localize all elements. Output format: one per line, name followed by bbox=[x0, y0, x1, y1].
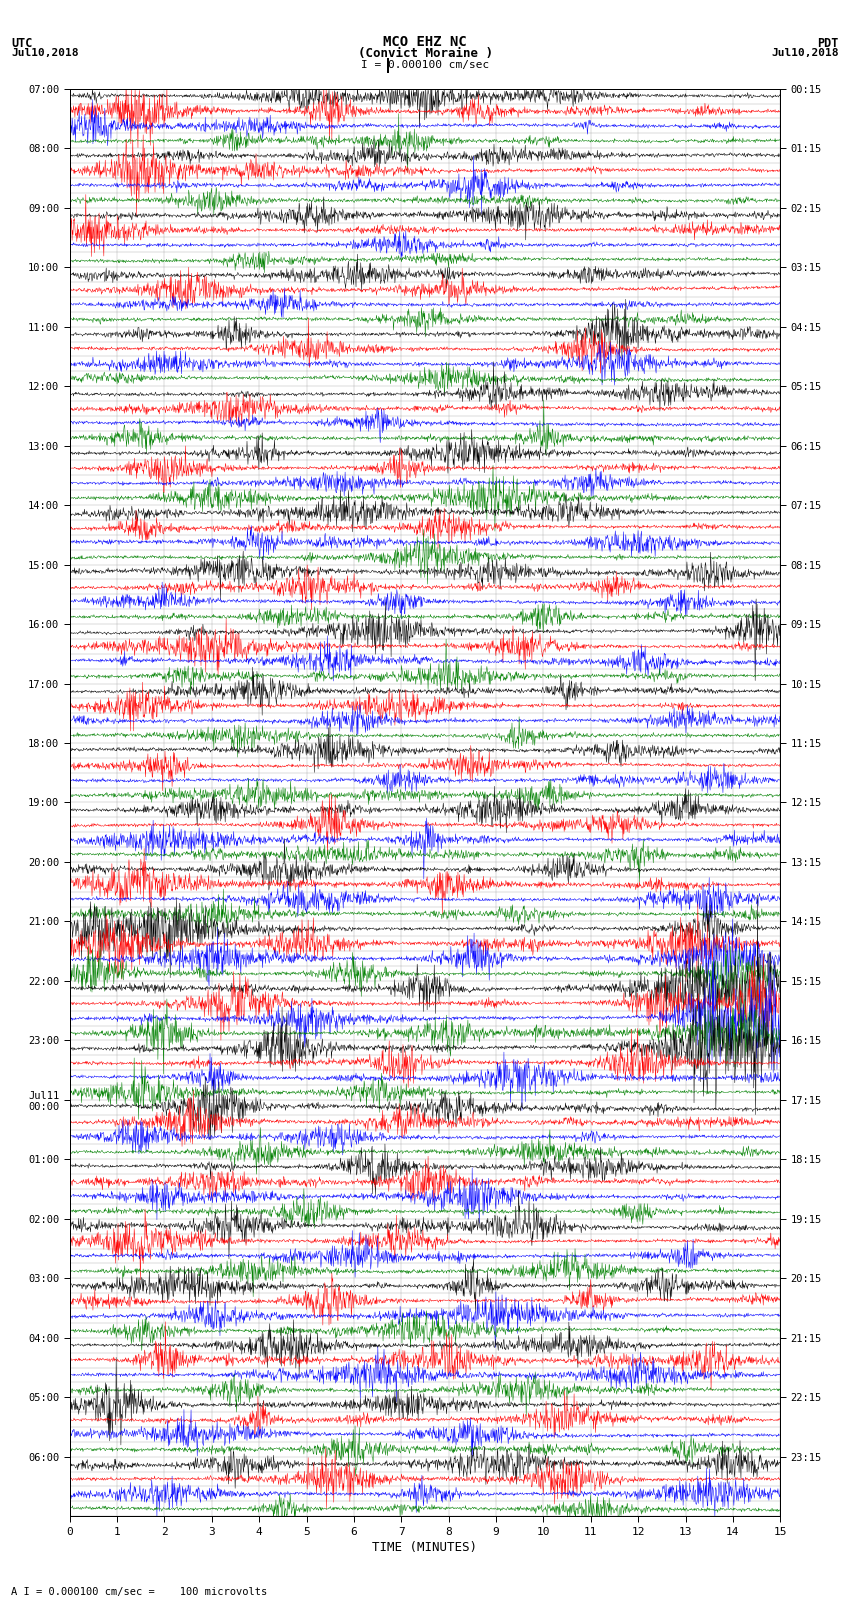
Text: UTC: UTC bbox=[11, 37, 32, 50]
X-axis label: TIME (MINUTES): TIME (MINUTES) bbox=[372, 1540, 478, 1553]
Text: I = 0.000100 cm/sec: I = 0.000100 cm/sec bbox=[361, 60, 489, 69]
Text: PDT: PDT bbox=[818, 37, 839, 50]
Text: Jul10,2018: Jul10,2018 bbox=[11, 48, 78, 58]
Text: (Convict Moraine ): (Convict Moraine ) bbox=[358, 47, 492, 60]
Text: MCO EHZ NC: MCO EHZ NC bbox=[383, 35, 467, 50]
Text: Jul10,2018: Jul10,2018 bbox=[772, 48, 839, 58]
Text: A I = 0.000100 cm/sec =    100 microvolts: A I = 0.000100 cm/sec = 100 microvolts bbox=[11, 1587, 267, 1597]
